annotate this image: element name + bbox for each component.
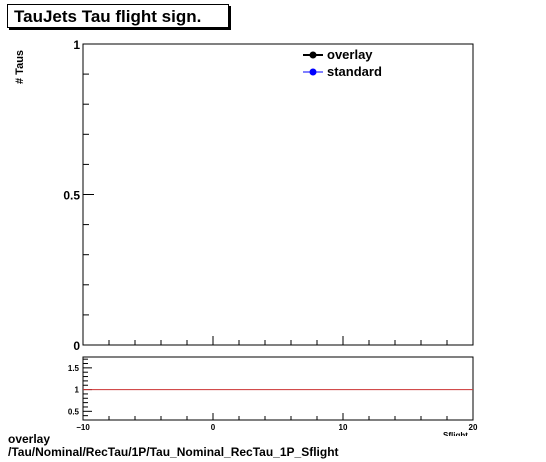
main-ytick-label: 0 — [73, 339, 80, 353]
legend: overlay standard — [303, 47, 382, 79]
ratio-ytick-label: 0.5 — [68, 407, 80, 416]
legend-overlay-label: overlay — [327, 47, 373, 62]
footer-line-2: /Tau/Nominal/RecTau/1P/Tau_Nominal_RecTa… — [8, 445, 339, 459]
footer-line-1: overlay — [8, 432, 51, 446]
footer-caption: overlay /Tau/Nominal/RecTau/1P/Tau_Nomin… — [8, 433, 339, 459]
legend-standard-marker — [309, 68, 317, 76]
ratio-plot-frame — [82, 356, 474, 421]
ratio-ytick-label: 1 — [75, 386, 80, 395]
main-ytick-label: 1 — [73, 38, 80, 52]
y-axis-label: # Taus — [14, 49, 26, 84]
x-axis-label: Sflight — [443, 431, 468, 436]
ratio-xtick-label: 10 — [339, 423, 348, 432]
ratio-xtick-label: 0 — [211, 423, 216, 432]
ratio-xtick-label: −10 — [76, 423, 90, 432]
legend-overlay-marker — [309, 51, 317, 59]
ratio-ytick-label: 1.5 — [68, 364, 80, 373]
ratio-xtick-label: 20 — [469, 423, 478, 432]
title-box — [7, 4, 229, 28]
legend-standard-label: standard — [327, 64, 382, 79]
chart-title: TauJets Tau flight sign. — [14, 7, 202, 26]
main-plot-frame — [82, 43, 474, 346]
main-ytick-label: 0.5 — [63, 189, 80, 203]
